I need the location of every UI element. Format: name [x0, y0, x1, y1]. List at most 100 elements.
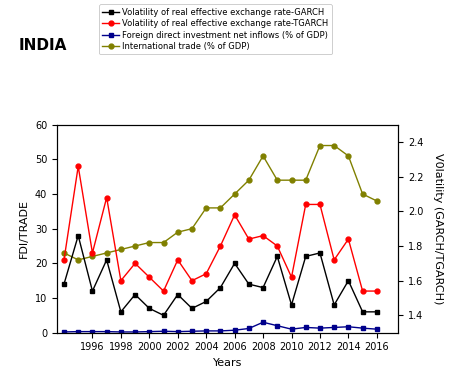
Volatility of real effective exchange rate-GARCH [303, 254, 309, 259]
Volatility of real effective exchange rate-TGARCH [218, 244, 223, 248]
Foreign direct investment net inflows (% of GDP) [175, 329, 181, 334]
Volatility of real effective exchange rate-TGARCH [360, 289, 365, 293]
International trade (% of GDP) [274, 178, 280, 183]
Foreign direct investment net inflows (% of GDP) [303, 325, 309, 330]
Y-axis label: FDI/TRADE: FDI/TRADE [19, 199, 29, 258]
Volatility of real effective exchange rate-GARCH [61, 282, 67, 287]
International trade (% of GDP) [161, 240, 166, 245]
International trade (% of GDP) [317, 143, 323, 148]
Volatility of real effective exchange rate-TGARCH [203, 271, 209, 276]
International trade (% of GDP) [132, 244, 138, 248]
Foreign direct investment net inflows (% of GDP) [331, 325, 337, 330]
Volatility of real effective exchange rate-TGARCH [146, 275, 152, 279]
Foreign direct investment net inflows (% of GDP) [104, 329, 109, 334]
Volatility of real effective exchange rate-GARCH [374, 310, 380, 314]
International trade (% of GDP) [75, 258, 81, 262]
International trade (% of GDP) [260, 154, 266, 158]
International trade (% of GDP) [374, 199, 380, 203]
Volatility of real effective exchange rate-GARCH [232, 261, 237, 266]
Volatility of real effective exchange rate-TGARCH [189, 278, 195, 283]
International trade (% of GDP) [104, 251, 109, 255]
Volatility of real effective exchange rate-GARCH [104, 258, 109, 262]
Volatility of real effective exchange rate-GARCH [274, 254, 280, 259]
Volatility of real effective exchange rate-GARCH [90, 289, 95, 293]
Volatility of real effective exchange rate-TGARCH [75, 164, 81, 169]
Volatility of real effective exchange rate-TGARCH [232, 212, 237, 217]
Volatility of real effective exchange rate-GARCH [260, 285, 266, 290]
Volatility of real effective exchange rate-GARCH [132, 292, 138, 297]
Foreign direct investment net inflows (% of GDP) [232, 328, 237, 333]
Text: INDIA: INDIA [19, 38, 67, 53]
Foreign direct investment net inflows (% of GDP) [61, 330, 67, 334]
Volatility of real effective exchange rate-TGARCH [161, 289, 166, 293]
Volatility of real effective exchange rate-TGARCH [104, 195, 109, 200]
Volatility of real effective exchange rate-GARCH [75, 233, 81, 238]
Y-axis label: V0latility (GARCH/TGARCH): V0latility (GARCH/TGARCH) [433, 153, 443, 304]
Volatility of real effective exchange rate-TGARCH [374, 289, 380, 293]
International trade (% of GDP) [331, 143, 337, 148]
Volatility of real effective exchange rate-TGARCH [274, 244, 280, 248]
International trade (% of GDP) [360, 192, 365, 196]
Volatility of real effective exchange rate-GARCH [175, 292, 181, 297]
Volatility of real effective exchange rate-GARCH [246, 282, 252, 287]
Volatility of real effective exchange rate-TGARCH [289, 275, 294, 279]
Volatility of real effective exchange rate-TGARCH [346, 237, 351, 241]
International trade (% of GDP) [90, 254, 95, 259]
Foreign direct investment net inflows (% of GDP) [161, 329, 166, 333]
Volatility of real effective exchange rate-GARCH [118, 310, 124, 314]
Legend: Volatility of real effective exchange rate-GARCH, Volatility of real effective e: Volatility of real effective exchange ra… [99, 4, 332, 54]
Foreign direct investment net inflows (% of GDP) [203, 328, 209, 333]
International trade (% of GDP) [118, 247, 124, 252]
Volatility of real effective exchange rate-TGARCH [331, 258, 337, 262]
International trade (% of GDP) [246, 178, 252, 183]
Volatility of real effective exchange rate-GARCH [189, 306, 195, 311]
Volatility of real effective exchange rate-GARCH [203, 299, 209, 304]
Foreign direct investment net inflows (% of GDP) [374, 327, 380, 332]
Foreign direct investment net inflows (% of GDP) [360, 326, 365, 330]
Volatility of real effective exchange rate-GARCH [317, 251, 323, 255]
International trade (% of GDP) [146, 240, 152, 245]
Line: Volatility of real effective exchange rate-TGARCH: Volatility of real effective exchange ra… [62, 164, 379, 293]
Volatility of real effective exchange rate-GARCH [289, 303, 294, 307]
Foreign direct investment net inflows (% of GDP) [90, 329, 95, 334]
Foreign direct investment net inflows (% of GDP) [132, 330, 138, 334]
Volatility of real effective exchange rate-TGARCH [90, 251, 95, 255]
International trade (% of GDP) [232, 192, 237, 196]
Line: Volatility of real effective exchange rate-GARCH: Volatility of real effective exchange ra… [62, 233, 379, 318]
International trade (% of GDP) [61, 251, 67, 255]
Volatility of real effective exchange rate-TGARCH [61, 258, 67, 262]
Foreign direct investment net inflows (% of GDP) [346, 324, 351, 329]
Volatility of real effective exchange rate-TGARCH [303, 202, 309, 207]
Foreign direct investment net inflows (% of GDP) [118, 330, 124, 334]
Line: International trade (% of GDP): International trade (% of GDP) [62, 143, 379, 262]
Volatility of real effective exchange rate-TGARCH [317, 202, 323, 207]
Foreign direct investment net inflows (% of GDP) [189, 329, 195, 333]
Foreign direct investment net inflows (% of GDP) [75, 329, 81, 334]
Foreign direct investment net inflows (% of GDP) [274, 324, 280, 328]
Volatility of real effective exchange rate-GARCH [146, 306, 152, 311]
Foreign direct investment net inflows (% of GDP) [146, 329, 152, 334]
Volatility of real effective exchange rate-GARCH [360, 310, 365, 314]
Foreign direct investment net inflows (% of GDP) [317, 326, 323, 330]
Volatility of real effective exchange rate-TGARCH [132, 261, 138, 266]
Volatility of real effective exchange rate-GARCH [331, 303, 337, 307]
International trade (% of GDP) [218, 206, 223, 210]
Volatility of real effective exchange rate-GARCH [346, 278, 351, 283]
Foreign direct investment net inflows (% of GDP) [218, 328, 223, 333]
International trade (% of GDP) [175, 230, 181, 234]
Volatility of real effective exchange rate-TGARCH [118, 278, 124, 283]
Volatility of real effective exchange rate-TGARCH [260, 233, 266, 238]
International trade (% of GDP) [203, 206, 209, 210]
Foreign direct investment net inflows (% of GDP) [260, 320, 266, 324]
Volatility of real effective exchange rate-GARCH [161, 313, 166, 318]
Foreign direct investment net inflows (% of GDP) [289, 327, 294, 332]
Volatility of real effective exchange rate-GARCH [218, 285, 223, 290]
Foreign direct investment net inflows (% of GDP) [246, 326, 252, 331]
International trade (% of GDP) [289, 178, 294, 183]
International trade (% of GDP) [346, 154, 351, 158]
International trade (% of GDP) [303, 178, 309, 183]
Line: Foreign direct investment net inflows (% of GDP): Foreign direct investment net inflows (%… [62, 320, 379, 334]
Volatility of real effective exchange rate-TGARCH [246, 237, 252, 241]
International trade (% of GDP) [189, 226, 195, 231]
Volatility of real effective exchange rate-TGARCH [175, 258, 181, 262]
